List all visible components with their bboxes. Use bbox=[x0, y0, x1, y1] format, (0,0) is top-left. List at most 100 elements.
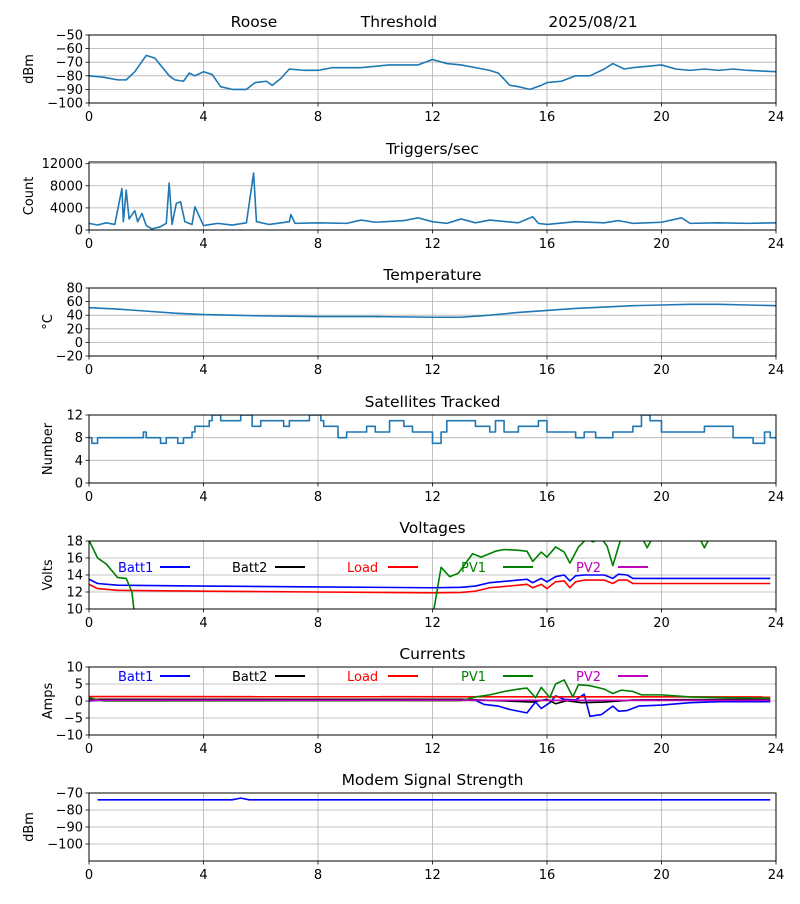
y-tick-label: −60 bbox=[56, 42, 83, 57]
y-tick-label: −70 bbox=[56, 787, 83, 802]
x-tick-label: 20 bbox=[653, 742, 670, 757]
x-tick-label: 4 bbox=[199, 868, 207, 883]
legend-label-batt1: Batt1 bbox=[118, 670, 153, 685]
y-tick-label: 80 bbox=[66, 282, 83, 297]
x-tick-label: 20 bbox=[653, 363, 670, 378]
x-tick-label: 8 bbox=[314, 363, 322, 378]
series-line-pv1 bbox=[89, 680, 770, 701]
x-tick-label: 24 bbox=[768, 363, 785, 378]
x-tick-label: 4 bbox=[199, 110, 207, 125]
y-tick-label: −90 bbox=[56, 821, 83, 836]
y-tick-label: 8000 bbox=[50, 179, 83, 194]
y-tick-label: −100 bbox=[47, 97, 83, 112]
y-tick-label: 16 bbox=[66, 552, 83, 567]
y-tick-label: −100 bbox=[47, 838, 83, 853]
chart-title-part: 2025/08/21 bbox=[548, 13, 637, 31]
x-tick-label: 16 bbox=[539, 237, 556, 252]
x-tick-label: 20 bbox=[653, 868, 670, 883]
chart-title-part: Roose bbox=[231, 13, 278, 31]
y-tick-label: 60 bbox=[66, 295, 83, 310]
x-tick-label: 16 bbox=[539, 616, 556, 631]
x-tick-label: 8 bbox=[314, 616, 322, 631]
x-tick-label: 8 bbox=[314, 490, 322, 505]
x-tick-label: 12 bbox=[424, 237, 441, 252]
x-tick-label: 12 bbox=[424, 110, 441, 125]
chart-title: Modem Signal Strength bbox=[342, 771, 524, 789]
chart-title: Satellites Tracked bbox=[365, 393, 501, 411]
chart-title: Currents bbox=[399, 645, 465, 663]
y-tick-label: 5 bbox=[75, 678, 83, 693]
x-tick-label: 24 bbox=[768, 868, 785, 883]
x-tick-label: 24 bbox=[768, 742, 785, 757]
y-tick-label: 0 bbox=[75, 336, 83, 351]
x-tick-label: 16 bbox=[539, 490, 556, 505]
x-tick-label: 12 bbox=[424, 742, 441, 757]
y-tick-label: 4000 bbox=[50, 201, 83, 216]
x-tick-label: 16 bbox=[539, 742, 556, 757]
y-tick-label: −80 bbox=[56, 69, 83, 84]
x-tick-label: 24 bbox=[768, 490, 785, 505]
x-tick-label: 24 bbox=[768, 237, 785, 252]
y-tick-label: 0 bbox=[75, 224, 83, 239]
legend-label-batt1: Batt1 bbox=[118, 561, 153, 576]
y-tick-label: −50 bbox=[56, 29, 83, 44]
y-tick-label: 0 bbox=[75, 477, 83, 492]
x-tick-label: 0 bbox=[85, 616, 93, 631]
x-tick-label: 4 bbox=[199, 742, 207, 757]
y-tick-label: 8 bbox=[75, 431, 83, 446]
y-tick-label: 14 bbox=[66, 569, 83, 584]
y-tick-label: −70 bbox=[56, 56, 83, 71]
y-tick-label: −10 bbox=[56, 729, 83, 744]
chart-title: Temperature bbox=[382, 266, 481, 284]
y-axis-label: Volts bbox=[41, 559, 56, 591]
x-tick-label: 8 bbox=[314, 237, 322, 252]
x-tick-label: 24 bbox=[768, 110, 785, 125]
y-tick-label: 10 bbox=[66, 661, 83, 676]
x-tick-label: 20 bbox=[653, 237, 670, 252]
x-tick-label: 0 bbox=[85, 868, 93, 883]
legend-label-load: Load bbox=[347, 561, 378, 576]
series-line-batt1 bbox=[89, 574, 770, 588]
y-tick-label: 20 bbox=[66, 322, 83, 337]
x-tick-label: 20 bbox=[653, 490, 670, 505]
legend-label-load: Load bbox=[347, 670, 378, 685]
legend-label-pv1: PV1 bbox=[461, 561, 486, 576]
series-line-modem bbox=[98, 798, 771, 800]
x-tick-label: 12 bbox=[424, 868, 441, 883]
legend-label-pv1: PV1 bbox=[461, 670, 486, 685]
x-tick-label: 20 bbox=[653, 616, 670, 631]
x-tick-label: 0 bbox=[85, 237, 93, 252]
x-tick-label: 4 bbox=[199, 616, 207, 631]
y-tick-label: −20 bbox=[56, 350, 83, 365]
y-tick-label: 18 bbox=[66, 535, 83, 550]
y-tick-label: 12000 bbox=[42, 157, 83, 172]
y-tick-label: −80 bbox=[56, 804, 83, 819]
y-axis-label: dBm bbox=[22, 812, 37, 842]
x-tick-label: 0 bbox=[85, 742, 93, 757]
legend-label-batt2: Batt2 bbox=[232, 670, 267, 685]
y-tick-label: −90 bbox=[56, 83, 83, 98]
y-axis-label: dBm bbox=[22, 54, 37, 84]
chart-title-part: Threshold bbox=[360, 13, 437, 31]
x-tick-label: 12 bbox=[424, 490, 441, 505]
x-tick-label: 12 bbox=[424, 616, 441, 631]
y-axis-label: °C bbox=[41, 314, 56, 330]
y-tick-label: 12 bbox=[66, 586, 83, 601]
y-tick-label: 10 bbox=[66, 603, 83, 618]
legend-label-pv2: PV2 bbox=[576, 561, 601, 576]
y-tick-label: 40 bbox=[66, 309, 83, 324]
legend-label-batt2: Batt2 bbox=[232, 561, 267, 576]
y-axis-label: Amps bbox=[41, 682, 56, 719]
x-tick-label: 0 bbox=[85, 490, 93, 505]
x-tick-label: 8 bbox=[314, 868, 322, 883]
x-tick-label: 16 bbox=[539, 363, 556, 378]
y-tick-label: −5 bbox=[64, 712, 83, 727]
y-tick-label: 0 bbox=[75, 695, 83, 710]
x-tick-label: 0 bbox=[85, 110, 93, 125]
